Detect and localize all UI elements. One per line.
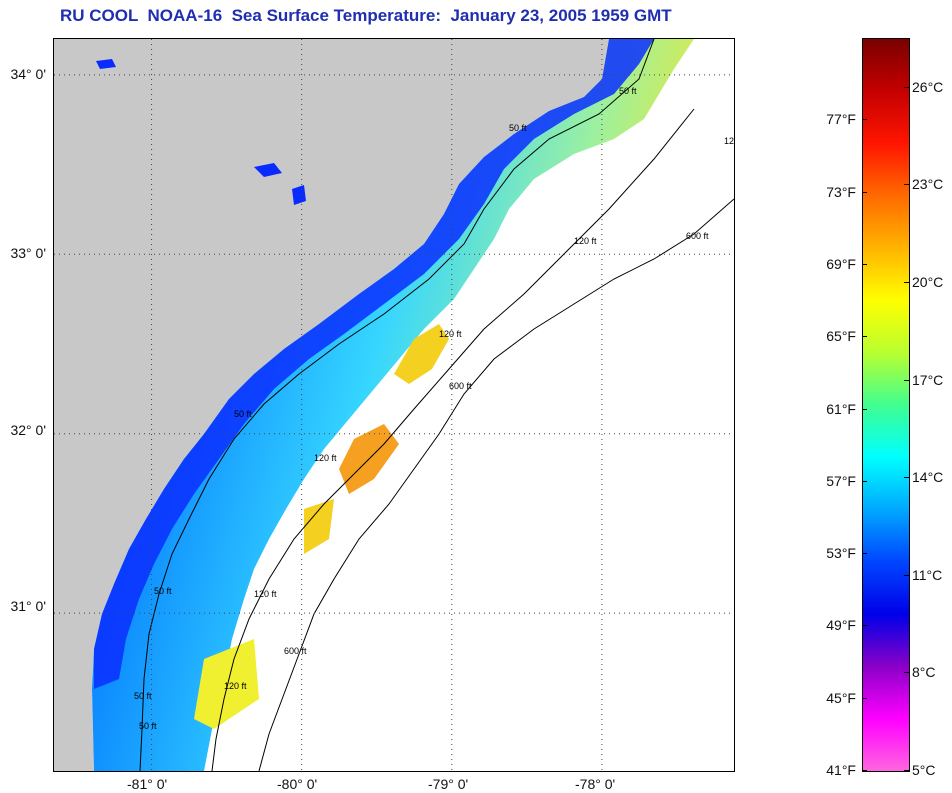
colorbar-c-label: 14°C xyxy=(912,469,944,486)
lat-label-32: 32° 0' xyxy=(10,422,46,438)
temperature-colorbar xyxy=(862,38,910,772)
colorbar-c-tick xyxy=(904,86,909,88)
colorbar-c-tick xyxy=(904,282,909,283)
land-mass xyxy=(54,39,609,771)
contour-label: 50 ft xyxy=(509,123,527,133)
colorbar-c-tick xyxy=(904,379,909,381)
contour-label: 600 ft xyxy=(284,646,307,656)
colorbar-f-label: 53°F xyxy=(826,545,856,562)
contour-label: 120 ft xyxy=(439,329,462,339)
contour-label: 50 ft xyxy=(139,721,157,731)
colorbar-c-label: 20°C xyxy=(912,274,944,290)
contour-label: 600 ft xyxy=(449,381,472,391)
colorbar-f-label: 69°F xyxy=(826,255,856,272)
lon-label-80: -80° 0' xyxy=(277,776,318,792)
lat-label-34: 34° 0' xyxy=(10,66,46,82)
inland-lake xyxy=(96,59,116,69)
inland-lake xyxy=(254,163,282,177)
contour-label: 50 ft xyxy=(134,691,152,701)
contour-label: 120 ft xyxy=(574,236,597,246)
colorbar-f-tick xyxy=(862,770,867,771)
inland-lake xyxy=(292,185,306,205)
colorbar-f-tick xyxy=(862,119,867,121)
lon-label-79: -79° 0' xyxy=(428,776,469,792)
shelf-water xyxy=(92,39,694,771)
colorbar-f-tick xyxy=(862,625,867,627)
contour-label: 120 ft xyxy=(224,681,247,691)
contour-label: 50 ft xyxy=(619,86,637,96)
colorbar-f-tick xyxy=(862,336,867,338)
colorbar-f-label: 49°F xyxy=(826,617,856,634)
colorbar-f-tick xyxy=(862,408,867,410)
colorbar-c-tick xyxy=(904,672,909,674)
contour-label: 600 ft xyxy=(686,231,709,241)
sst-map-canvas: 50 ft 50 ft 50 ft 50 ft 50 ft 50 ft 120 ft 120 … xyxy=(54,39,734,771)
warm-patch xyxy=(304,499,334,554)
contour-120ft xyxy=(211,108,695,771)
warm-patch xyxy=(194,639,259,729)
colorbar-f-label: 57°F xyxy=(826,472,856,489)
colorbar-c-tick xyxy=(904,574,909,576)
lon-label-78: -78° 0' xyxy=(575,776,616,792)
colorbar-f-label: 61°F xyxy=(826,400,856,417)
colorbar-c-tick xyxy=(904,770,909,771)
map-title: RU COOL NOAA-16 Sea Surface Temperature:… xyxy=(60,6,672,25)
lat-label-31: 31° 0' xyxy=(10,598,46,614)
colorbar-c-label: 11°C xyxy=(912,566,943,583)
colorbar-f-label: 73°F xyxy=(826,183,856,200)
colorbar-f-tick xyxy=(862,263,867,265)
warm-patch xyxy=(394,324,449,384)
lon-label-81: -81° 0' xyxy=(127,776,168,792)
contour-label: 120 ft xyxy=(724,136,734,146)
contour-50ft xyxy=(139,39,655,771)
contour-label: 120 ft xyxy=(254,589,277,599)
colorbar-c-tick xyxy=(904,184,909,186)
colorbar-c-label: 26°C xyxy=(912,78,944,95)
colorbar-f-tick xyxy=(862,191,867,193)
colorbar-c-label: 5°C xyxy=(912,762,936,778)
colorbar-f-label: 45°F xyxy=(826,689,856,706)
colorbar-f-tick xyxy=(862,553,867,555)
contour-600ft xyxy=(258,198,734,771)
sst-map: 50 ft 50 ft 50 ft 50 ft 50 ft 50 ft 120 ft 120 … xyxy=(53,38,735,772)
lat-label-33: 33° 0' xyxy=(10,245,46,261)
colorbar-c-label: 17°C xyxy=(912,371,944,388)
colorbar-f-tick xyxy=(862,480,867,482)
colorbar-c-label: 8°C xyxy=(912,664,936,681)
contour-label: 50 ft xyxy=(154,586,172,596)
colorbar-c-tick xyxy=(904,477,909,479)
colorbar-c-label: 23°C xyxy=(912,176,944,193)
colorbar-f-label: 41°F xyxy=(826,762,856,778)
colorbar-f-label: 65°F xyxy=(826,328,856,345)
contour-label: 120 ft xyxy=(314,453,337,463)
colorbar-f-label: 77°F xyxy=(826,111,856,128)
colorbar-f-tick xyxy=(862,697,867,699)
contour-label: 50 ft xyxy=(234,409,252,419)
